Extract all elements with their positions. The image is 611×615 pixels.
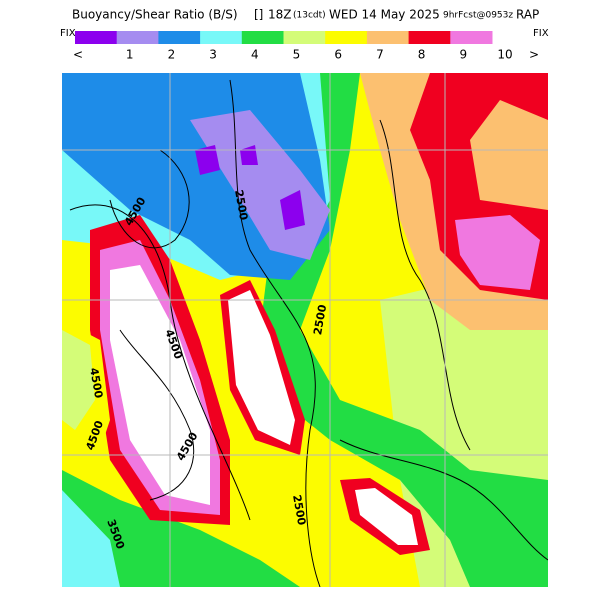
- color-cell: [408, 31, 451, 44]
- field: [260, 73, 548, 587]
- field-high: [228, 290, 295, 445]
- contour-label: 2500: [290, 494, 308, 527]
- header: Buoyancy/Shear Ratio (B/S) [] 18Z (13cdt…: [72, 8, 539, 22]
- fix-left: FIX: [60, 28, 76, 39]
- color-label: 7: [376, 48, 384, 62]
- color-label: 4: [251, 48, 259, 62]
- colorbar: FIX FIX < > 1 2 3 4 5 6 7 8 9 10: [60, 28, 549, 62]
- field: [62, 330, 95, 430]
- contour: [229, 79, 321, 587]
- color-cell: [450, 31, 493, 44]
- color-label: 9: [459, 48, 467, 62]
- field: [195, 145, 305, 230]
- local-time: (13cdt): [293, 11, 326, 21]
- color-label: 3: [209, 48, 217, 62]
- color-label: 1: [126, 48, 134, 62]
- color-cell: [283, 31, 326, 44]
- color-label: 6: [334, 48, 342, 62]
- color-label: 2: [168, 48, 176, 62]
- contour-label: 4500: [87, 367, 105, 400]
- more: >: [529, 48, 539, 62]
- field: [62, 470, 300, 587]
- color-cell: [158, 31, 201, 44]
- color-cell: [325, 31, 368, 44]
- color-cell: [200, 31, 243, 44]
- contour-label: 2500: [232, 189, 250, 222]
- color-cell: [241, 31, 284, 44]
- boundary: [62, 73, 548, 587]
- field: [455, 215, 540, 290]
- color-cell: [116, 31, 159, 44]
- color-cell: [366, 31, 410, 44]
- field-high: [355, 488, 418, 545]
- marker: []: [254, 8, 263, 22]
- field: [62, 490, 120, 587]
- contour: [109, 149, 190, 249]
- forecast: 9hrFcst@0953z: [443, 11, 513, 21]
- contour: [339, 439, 548, 561]
- less: <: [73, 48, 83, 62]
- color-label: 5: [293, 48, 301, 62]
- color-label: 8: [418, 48, 426, 62]
- contour-label: 2500: [311, 303, 329, 336]
- fix-right: FIX: [533, 28, 549, 39]
- color-cell: [75, 31, 118, 44]
- date: WED 14 May 2025: [329, 8, 440, 22]
- map: 4500 2500 4500 4500 4500 2500 4500 2500 …: [62, 73, 548, 587]
- contour: [119, 329, 195, 501]
- title: Buoyancy/Shear Ratio (B/S): [72, 8, 238, 22]
- model: RAP: [516, 8, 539, 22]
- field-high: [110, 265, 210, 505]
- time: 18Z: [268, 8, 292, 22]
- contour: [379, 119, 471, 451]
- color-label: 10: [497, 48, 512, 62]
